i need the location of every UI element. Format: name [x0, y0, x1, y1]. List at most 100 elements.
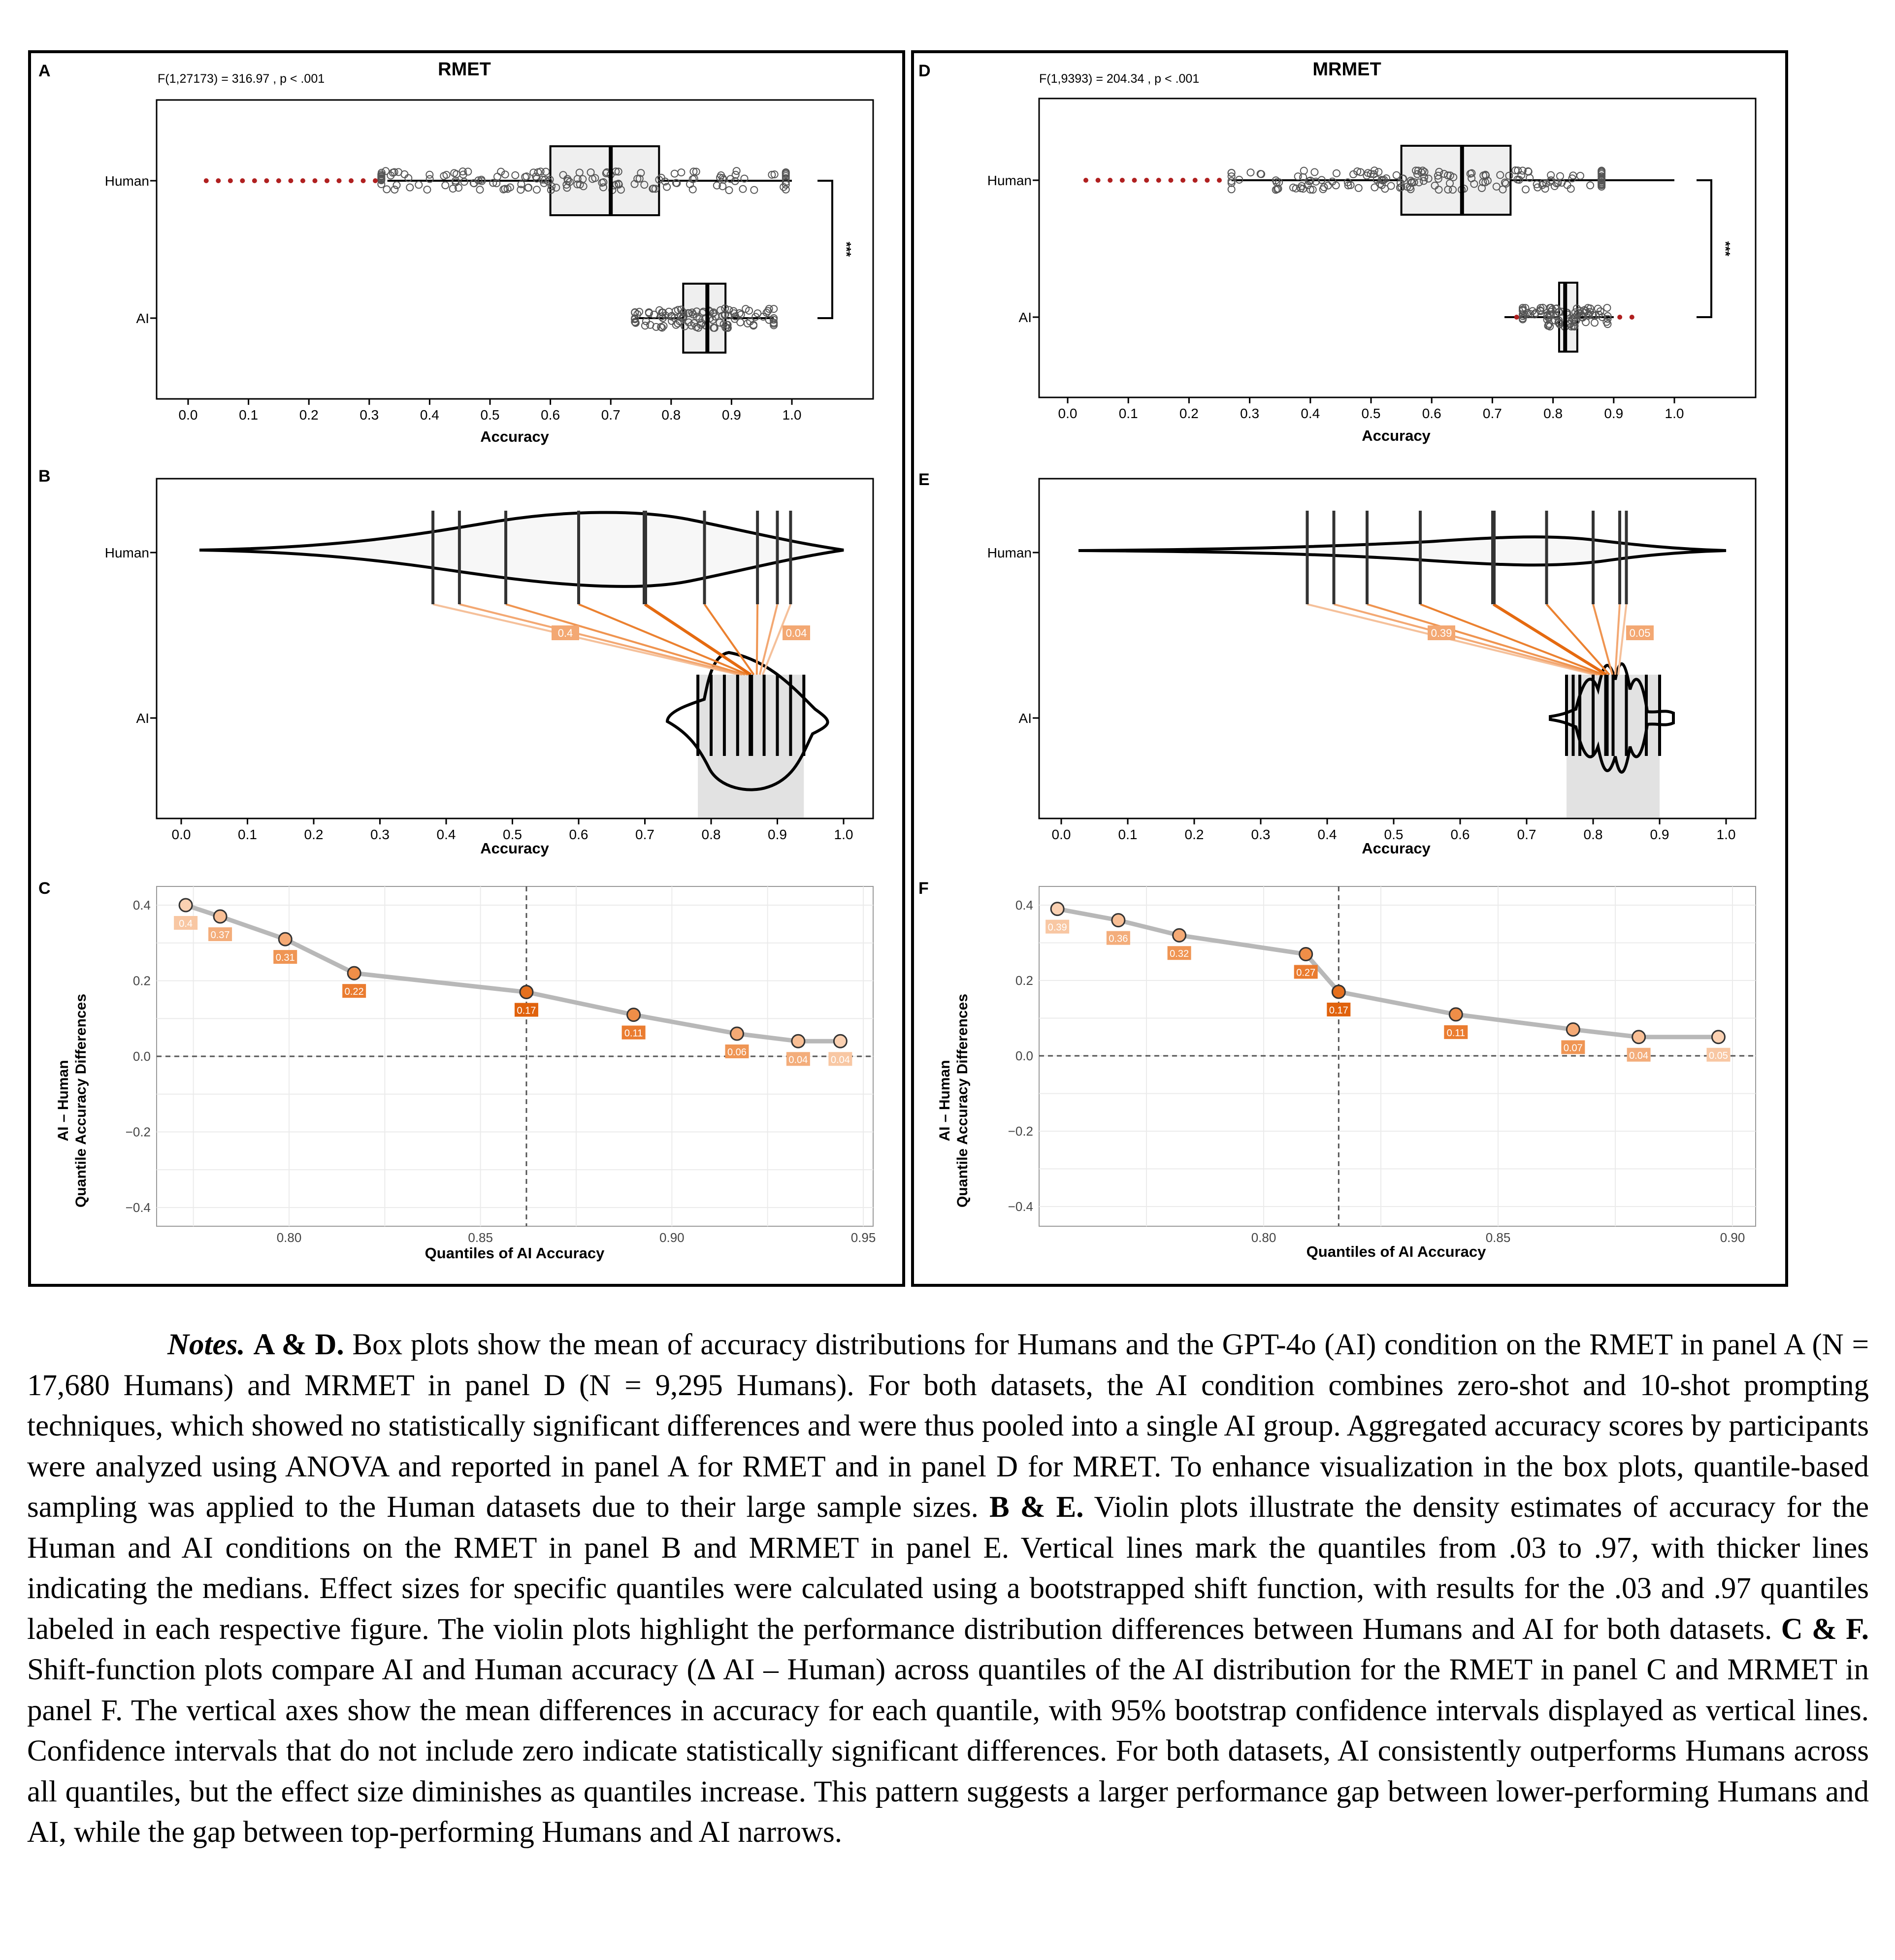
x-tick-label: 0.85: [468, 1230, 493, 1245]
data-point: [1496, 171, 1504, 179]
data-point: [782, 185, 790, 194]
data-point: [688, 185, 697, 194]
shift-function-plot: 0.4 0.2 0.0 −0.2 −0.4 0.80 0.85 0.90 0.39 0.36 0.3…: [1008, 886, 1756, 1245]
data-point: [1534, 183, 1542, 192]
data-point: [1396, 179, 1405, 187]
data-point: [750, 322, 758, 330]
x-tick-label: 0.85: [1486, 1230, 1511, 1245]
data-point: [1328, 177, 1337, 186]
x-tick-label: 0.7: [1483, 406, 1502, 421]
figure-notes: Notes. A & D. Box plots show the mean of…: [27, 1325, 1869, 1853]
effect-label: 0.39: [1431, 627, 1452, 639]
data-point: [1550, 182, 1559, 191]
quantile-point: [1711, 1030, 1726, 1045]
x-tick-label: 0.5: [1362, 406, 1381, 421]
outlier-point: [216, 178, 221, 183]
data-point: [631, 308, 639, 317]
outlier-point: [1168, 178, 1174, 183]
data-point: [1434, 174, 1442, 183]
quantile-point: [347, 966, 361, 980]
data-point: [1598, 170, 1606, 178]
x-tick-label: 0.6: [1451, 827, 1470, 842]
data-point: [511, 171, 520, 179]
data-point: [392, 181, 401, 189]
data-point: [1443, 171, 1452, 180]
outlier-point: [276, 178, 281, 183]
x-tick-label: 1.0: [783, 407, 802, 423]
data-point: [532, 172, 540, 181]
x-axis: 0.0 0.1 0.2 0.3 0.4 0.5 0.6 0.7 0.8 0.9 1.0: [1058, 397, 1684, 421]
x-tick-label: 0.0: [1058, 406, 1078, 421]
data-point: [1414, 166, 1422, 175]
data-point: [382, 167, 390, 175]
y-tick-label: 0.4: [133, 898, 151, 913]
data-point: [739, 185, 747, 193]
outlier-point: [300, 178, 305, 183]
data-point: [1505, 171, 1513, 180]
data-point: [659, 308, 667, 317]
effect-label-box: [783, 625, 810, 640]
data-point: [1541, 185, 1549, 193]
ai-violin: [1549, 662, 1675, 774]
data-point: [1415, 178, 1423, 187]
data-point: [1519, 315, 1527, 324]
panel-c: C AI – Human Quantile Accuracy Differenc…: [38, 879, 876, 1262]
data-point: [681, 322, 689, 330]
outlier-point: [1083, 178, 1088, 183]
data-point: [552, 184, 560, 192]
data-point: [726, 175, 735, 183]
data-point: [685, 318, 693, 327]
human-boxplot: [203, 145, 792, 216]
quantile-link: [761, 604, 792, 675]
quantile-label: 0.32: [1170, 948, 1189, 959]
data-point: [460, 178, 468, 186]
data-point: [1519, 306, 1527, 315]
data-point: [532, 186, 541, 194]
quantile-label: 0.07: [1564, 1043, 1583, 1053]
data-point: [762, 309, 771, 317]
data-point: [640, 181, 649, 189]
quantile-label: 0.39: [1048, 922, 1067, 933]
data-point: [630, 180, 639, 188]
y-axis-label-line2: Quantile Accuracy Differences: [73, 994, 89, 1208]
data-point: [474, 176, 483, 185]
data-point: [1598, 178, 1606, 187]
y-tick-label: 0.4: [1015, 898, 1033, 913]
outlier-point: [240, 178, 245, 183]
panel-letter: A: [38, 62, 51, 80]
data-point: [425, 170, 434, 179]
quantile-label: 0.11: [1447, 1028, 1465, 1039]
quantile-link: [758, 604, 779, 675]
data-point: [731, 315, 739, 323]
data-point: [650, 310, 658, 319]
quantile-label: 0.04: [788, 1054, 808, 1065]
data-point: [1536, 306, 1544, 314]
y-tick-label: −0.4: [126, 1200, 151, 1215]
data-point: [782, 178, 790, 186]
quantile-label: 0.31: [276, 952, 295, 963]
data-point: [523, 172, 531, 181]
outlier-point: [1095, 178, 1101, 183]
data-point: [631, 318, 639, 326]
data-point: [1227, 179, 1236, 187]
data-point: [614, 167, 622, 176]
data-point: [725, 186, 733, 195]
quantile-label-box: [1046, 919, 1070, 934]
quantile-link: [459, 603, 743, 676]
quantile-point: [1050, 902, 1065, 916]
data-point: [1518, 166, 1527, 175]
outlier-point: [1144, 178, 1149, 183]
data-point: [406, 183, 414, 192]
data-point: [1526, 174, 1534, 182]
data-point: [1586, 181, 1595, 190]
quantile-point: [1448, 1007, 1463, 1022]
data-point: [637, 169, 645, 177]
data-point: [391, 185, 399, 194]
ai-boxplot: [1504, 282, 1634, 353]
panel-letter: D: [918, 62, 931, 80]
data-point: [736, 318, 745, 327]
outlier-point: [312, 178, 318, 183]
x-tick-label: 0.5: [503, 827, 522, 842]
effect-label-box: [1428, 625, 1455, 640]
data-point: [441, 181, 450, 190]
